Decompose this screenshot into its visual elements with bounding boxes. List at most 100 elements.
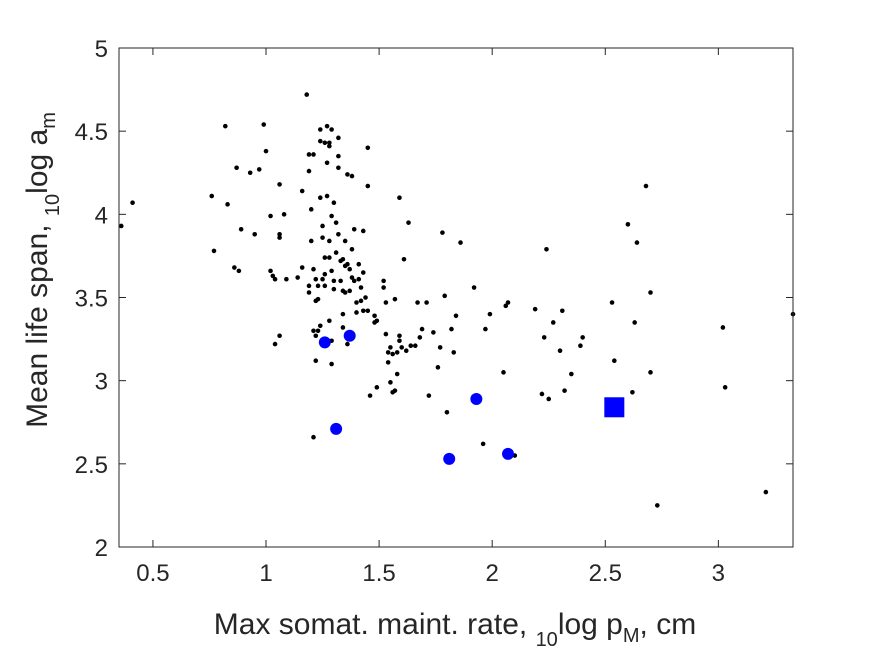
data-point <box>338 278 343 284</box>
data-point <box>263 148 269 154</box>
data-point <box>471 285 477 290</box>
data-point <box>311 266 316 272</box>
data-point <box>347 288 352 294</box>
data-point <box>247 170 253 176</box>
data-point <box>336 231 341 237</box>
data-point <box>417 335 423 340</box>
data-point <box>340 311 346 317</box>
data-point <box>392 296 398 302</box>
y-tick-label: 5 <box>95 36 108 63</box>
data-point <box>345 172 350 177</box>
data-point <box>252 231 258 237</box>
data-point <box>358 298 364 304</box>
data-point <box>351 227 357 232</box>
data-point <box>118 223 124 229</box>
data-point <box>403 348 409 354</box>
data-point <box>351 278 357 284</box>
data-point <box>261 122 267 127</box>
data-point <box>299 265 305 270</box>
data-point <box>349 173 355 179</box>
data-point <box>317 323 323 329</box>
data-point <box>569 371 574 377</box>
data-point <box>390 351 395 357</box>
data-point <box>442 293 447 299</box>
data-point <box>327 143 332 149</box>
data-point <box>236 268 242 274</box>
data-point <box>342 238 348 244</box>
data-point <box>612 358 617 364</box>
data-point <box>424 300 429 305</box>
data-point <box>388 380 393 385</box>
data-point <box>625 222 631 227</box>
data-point <box>419 326 425 332</box>
data-point <box>394 350 400 355</box>
data-point <box>578 343 583 349</box>
data-point <box>272 341 278 347</box>
data-point <box>360 308 366 314</box>
data-point <box>270 273 276 279</box>
data-point <box>562 388 567 393</box>
data-point <box>327 238 332 244</box>
data-point <box>130 200 135 205</box>
data-point <box>539 391 545 397</box>
data-point <box>327 140 332 146</box>
data-point <box>412 343 418 349</box>
data-point <box>363 295 368 300</box>
data-point <box>317 195 323 200</box>
data-point <box>315 296 321 302</box>
data-point <box>356 261 362 267</box>
data-point <box>483 326 488 332</box>
data-point <box>354 310 359 315</box>
data-point <box>381 278 386 284</box>
data-point <box>458 240 463 245</box>
data-point <box>374 385 380 390</box>
data-point <box>306 168 312 174</box>
y-tick-label: 2.5 <box>75 452 108 479</box>
data-point <box>360 270 366 275</box>
data-point <box>399 345 405 350</box>
data-point <box>643 183 649 189</box>
data-point <box>397 195 402 200</box>
data-point <box>277 231 282 237</box>
data-point <box>358 285 364 290</box>
data-point <box>356 276 362 282</box>
data-point <box>503 303 509 309</box>
data-point <box>394 371 400 377</box>
data-point <box>722 385 728 390</box>
plot-area <box>119 48 793 547</box>
data-point <box>347 266 352 272</box>
data-point <box>238 227 244 232</box>
data-point <box>327 318 332 324</box>
data-point <box>383 331 389 337</box>
data-point <box>306 290 312 295</box>
data-point <box>349 246 355 252</box>
data-point <box>256 167 262 172</box>
data-point <box>557 348 563 354</box>
data-point <box>401 256 407 262</box>
data-point <box>331 278 337 284</box>
highlight-point <box>318 336 331 349</box>
data-point <box>487 311 493 317</box>
data-point <box>277 235 282 240</box>
data-points <box>118 92 796 508</box>
data-point <box>632 320 637 325</box>
highlight-square <box>604 397 625 418</box>
data-point <box>354 300 359 305</box>
data-point <box>336 153 341 159</box>
data-point <box>763 489 769 495</box>
data-point <box>329 127 334 132</box>
data-point <box>392 388 398 393</box>
data-point <box>268 213 273 219</box>
x-tick-label: 3 <box>712 560 725 587</box>
x-tick-label: 0.5 <box>136 560 169 587</box>
data-point <box>451 350 457 355</box>
data-point <box>277 182 282 187</box>
data-point <box>313 276 319 282</box>
data-point <box>349 275 355 280</box>
data-point <box>327 255 332 260</box>
data-point <box>331 200 337 205</box>
data-point <box>546 396 552 402</box>
data-point <box>444 409 450 415</box>
data-point <box>329 268 334 274</box>
